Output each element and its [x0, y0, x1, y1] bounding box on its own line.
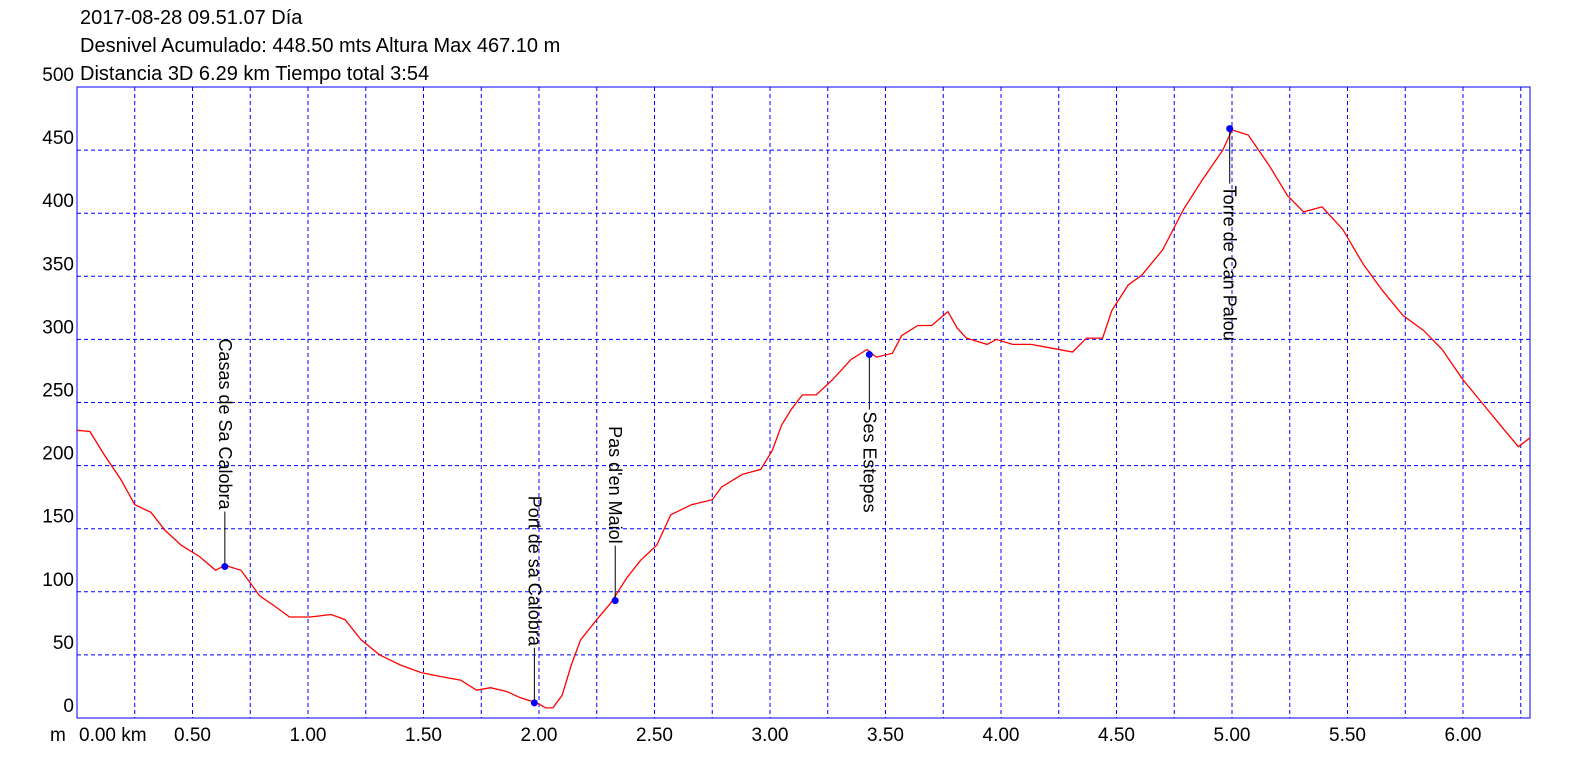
profile-line	[76, 129, 1531, 709]
waypoint-dot	[221, 563, 229, 571]
y-tick-label: 450	[42, 128, 74, 149]
waypoint-dot	[611, 597, 619, 605]
y-tick-label: 150	[42, 507, 74, 528]
y-tick-label: 350	[42, 254, 74, 275]
y-tick-label: 50	[53, 633, 74, 654]
waypoint-label: Ses Estepes	[859, 412, 879, 513]
waypoint-dot	[865, 351, 873, 359]
y-tick-label: 100	[42, 570, 74, 591]
x-tick-label: 5.50	[1329, 725, 1366, 746]
y-tick-label: 200	[42, 444, 74, 465]
title-line: 2017-08-28 09.51.07 Día	[80, 7, 303, 29]
y-tick-label: 500	[42, 65, 74, 86]
y-axis-label: m	[50, 725, 66, 746]
waypoint-label: Pas d'en Maiol	[605, 426, 625, 544]
x-tick-label: 1.00	[290, 725, 327, 746]
x-tick-label: 1.50	[405, 725, 442, 746]
x-tick-label: 6.00	[1445, 725, 1482, 746]
title-line: Desnivel Acumulado: 448.50 mts Altura Ma…	[80, 35, 560, 57]
waypoint-label: Port de sa Calobra	[524, 496, 544, 647]
waypoint-label: Torre de Can Palou	[1220, 186, 1240, 341]
waypoint-dot	[1226, 125, 1234, 133]
y-tick-label: 400	[42, 191, 74, 212]
y-tick-label: 300	[42, 317, 74, 338]
y-tick-label: 0	[63, 696, 74, 717]
x-tick-label: 3.50	[867, 725, 904, 746]
x-tick-label: 0.50	[174, 725, 211, 746]
x-tick-label: 2.00	[521, 725, 558, 746]
x-tick-label: 5.00	[1214, 725, 1251, 746]
x-tick-label: 0.00 km	[79, 725, 147, 746]
plot-frame	[76, 86, 1531, 719]
waypoint-label: Casas de Sa Calobra	[215, 338, 235, 510]
x-tick-label: 4.00	[983, 725, 1020, 746]
x-tick-label: 3.00	[752, 725, 789, 746]
x-tick-label: 4.50	[1098, 725, 1135, 746]
y-tick-label: 250	[42, 381, 74, 402]
title-line: Distancia 3D 6.29 km Tiempo total 3:54	[80, 63, 429, 85]
waypoint-dot	[530, 699, 538, 707]
x-tick-label: 2.50	[636, 725, 673, 746]
